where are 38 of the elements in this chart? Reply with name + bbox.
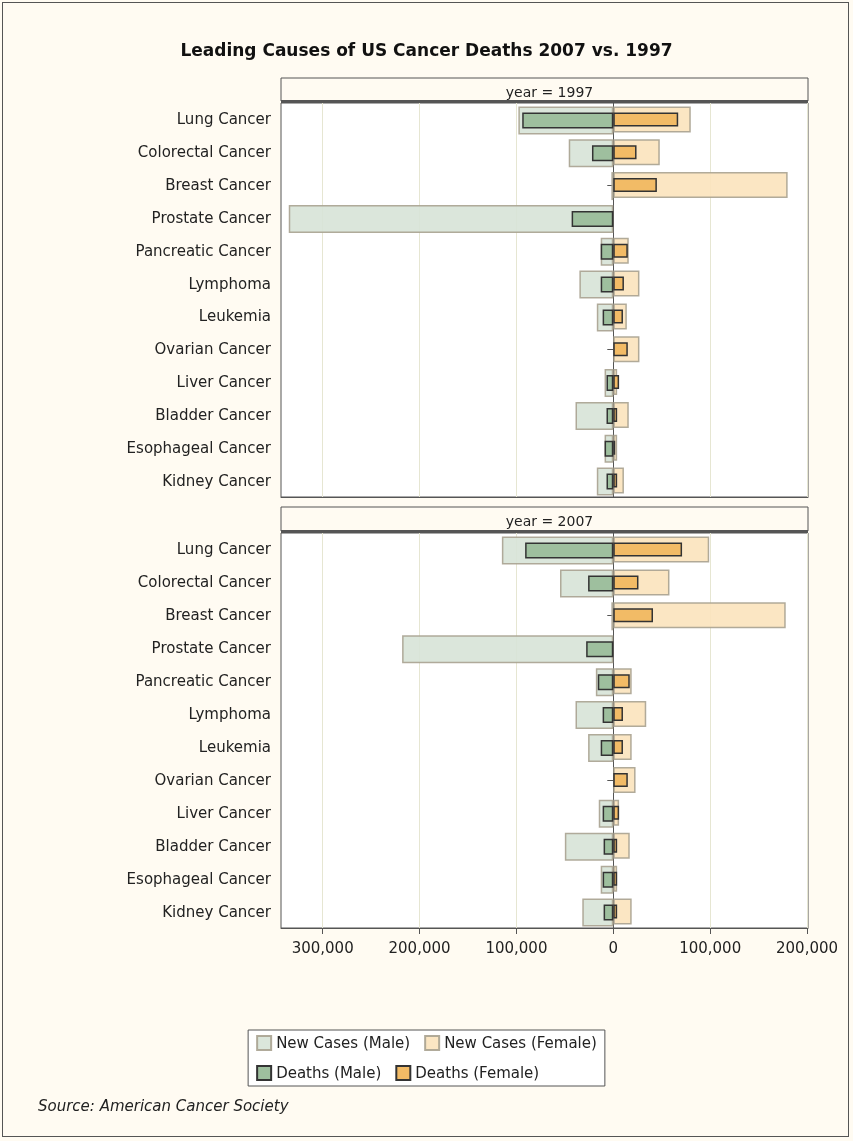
y-tick-label: Lung Cancer <box>176 540 272 559</box>
y-tick-label: Esophageal Cancer <box>126 438 272 457</box>
x-tick-label: 200,000 <box>776 938 839 957</box>
y-tick-label: Liver Cancer <box>176 803 272 822</box>
x-tick-label: 100,000 <box>485 938 548 957</box>
y-tick-label: Prostate Cancer <box>151 208 272 227</box>
x-tick-label: 300,000 <box>291 938 354 957</box>
legend-label: New Cases (Male) <box>276 1034 411 1052</box>
chart-title: Leading Causes of US Cancer Deaths 2007 vs. 1997 <box>180 39 673 60</box>
legend-label: Deaths (Female) <box>415 1064 540 1082</box>
y-tick-label: Lung Cancer <box>176 110 272 129</box>
y-tick-label: Breast Cancer <box>165 606 272 625</box>
y-tick-label: Lymphoma <box>188 274 271 293</box>
y-tick-label: Lymphoma <box>188 705 271 724</box>
y-tick-label: Leukemia <box>198 307 271 326</box>
y-tick-label: Leukemia <box>198 737 271 756</box>
y-tick-label: Kidney Cancer <box>162 471 272 490</box>
chart-subtitle: year = 2007 <box>505 513 594 529</box>
y-tick-label: Kidney Cancer <box>162 902 272 921</box>
y-tick-label: Breast Cancer <box>165 176 272 195</box>
x-tick-label: 200,000 <box>388 938 451 957</box>
y-tick-label: Pancreatic Cancer <box>135 241 272 260</box>
source-note: Source: American Cancer Society <box>38 1096 290 1115</box>
legend-label: Deaths (Male) <box>276 1064 382 1082</box>
legend-label: New Cases (Female) <box>444 1034 597 1052</box>
y-tick-label: Prostate Cancer <box>151 639 272 658</box>
chart-subtitle: year = 1997 <box>505 84 594 100</box>
y-tick-label: Liver Cancer <box>176 373 272 392</box>
x-tick-label: 100,000 <box>679 938 742 957</box>
y-tick-label: Esophageal Cancer <box>126 869 272 888</box>
y-tick-label: Bladder Cancer <box>155 405 272 424</box>
y-tick-label: Bladder Cancer <box>155 836 272 855</box>
y-tick-label: Ovarian Cancer <box>154 340 272 359</box>
y-tick-label: Pancreatic Cancer <box>135 672 272 691</box>
x-tick-label: 0 <box>608 938 619 957</box>
y-tick-label: Colorectal Cancer <box>137 143 272 162</box>
y-tick-label: Ovarian Cancer <box>154 770 272 789</box>
y-tick-label: Colorectal Cancer <box>137 573 272 592</box>
